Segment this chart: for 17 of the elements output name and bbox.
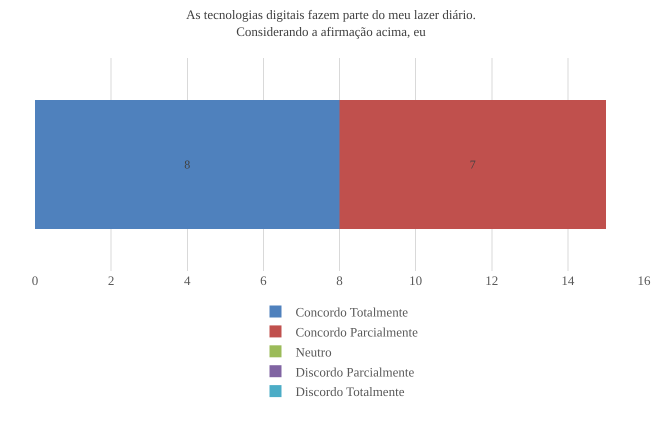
x-tick-label: 8	[336, 273, 343, 288]
legend-label: Neutro	[296, 344, 332, 360]
legend-label: Discordo Totalmente	[296, 384, 405, 400]
x-tick-label: 10	[409, 273, 422, 288]
x-tick-label: 4	[184, 273, 191, 288]
legend-label: Concordo Parcialmente	[296, 324, 418, 340]
chart-title: As tecnologias digitais fazem parte do meu lazer diário. Considerando a afirmação acima, eu	[186, 6, 476, 39]
x-tick-label: 0	[32, 273, 38, 288]
x-tick-label: 6	[260, 273, 268, 288]
x-tick-label: 2	[108, 273, 114, 288]
data-label: 8	[184, 158, 190, 172]
legend-label: Concordo Totalmente	[296, 304, 408, 320]
x-tick-label: 14	[561, 273, 575, 288]
x-tick-label: 16	[638, 273, 651, 288]
legend-label: Discordo Parcialmente	[296, 364, 414, 380]
x-tick-label: 12	[485, 273, 498, 288]
data-label: 7	[470, 158, 476, 172]
